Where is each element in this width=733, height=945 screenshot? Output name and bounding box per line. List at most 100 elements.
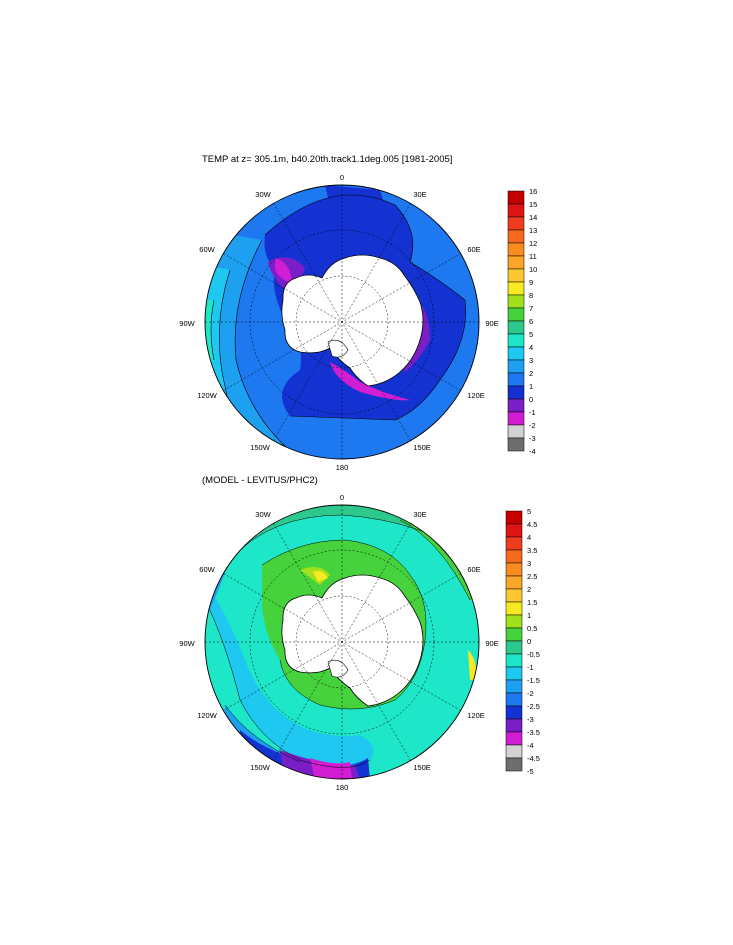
colorbar-tick-label: -3.5 [527, 728, 540, 737]
colorbar-tick-label: 9 [529, 278, 533, 287]
panel-title-difference: (MODEL - LEVITUS/PHC2) [202, 475, 318, 486]
colorbar-swatch [505, 757, 523, 772]
colorbar-swatch [505, 575, 523, 590]
colorbar-swatch [505, 666, 523, 681]
colorbar-swatch [507, 203, 525, 218]
colorbar-tick-label: -0.5 [527, 650, 540, 659]
colorbar-swatch [507, 359, 525, 374]
colorbar-swatch [507, 307, 525, 322]
colorbar-tick-label: 3 [527, 559, 531, 568]
colorbar-tick-label: 13 [529, 226, 537, 235]
colorbar-tick-label: -1.5 [527, 676, 540, 685]
colorbar-tick-label: 0.5 [527, 624, 537, 633]
colorbar-tick-label: 2 [527, 585, 531, 594]
colorbar-tick-label: 2 [529, 369, 533, 378]
colorbar-swatch [507, 320, 525, 335]
colorbar-tick-label: 0 [529, 395, 533, 404]
colorbar-swatch [507, 372, 525, 387]
lon-label: 180 [336, 463, 349, 472]
lon-label: 120W [197, 391, 218, 400]
colorbar-tick-label: -2 [529, 421, 536, 430]
colorbar-tick-label: 11 [529, 252, 537, 261]
lon-label: 150W [250, 443, 271, 452]
colorbar-tick-label: 10 [529, 265, 537, 274]
colorbar-tick-label: 8 [529, 291, 533, 300]
lon-label: 150W [250, 763, 271, 772]
colorbar-swatch [507, 294, 525, 309]
colorbar-swatch [507, 190, 525, 205]
colorbar-swatch [505, 614, 523, 629]
lon-label: 60E [467, 245, 480, 254]
colorbar-tick-label: 16 [529, 187, 537, 196]
difference-field [205, 505, 479, 779]
lon-label: 30W [255, 510, 271, 519]
colorbar-tick-label: 14 [529, 213, 537, 222]
colorbar-tick-label: 1 [529, 382, 533, 391]
lon-label: 120E [467, 391, 485, 400]
colorbar-swatch [507, 229, 525, 244]
colorbar-swatch [507, 216, 525, 231]
colorbar-tick-label: -4 [527, 741, 534, 750]
lon-label: 0 [340, 493, 344, 502]
lon-label: 30E [413, 510, 426, 519]
colorbar-tick-label: 7 [529, 304, 533, 313]
colorbar-swatch [505, 627, 523, 642]
lon-label: 150E [413, 763, 431, 772]
colorbar-tick-label: 5 [527, 507, 531, 516]
lon-label: 60W [199, 565, 215, 574]
colorbar-tick-label: 4 [527, 533, 531, 542]
colorbar-tick-label: -3 [527, 715, 534, 724]
lon-label: 90W [179, 639, 195, 648]
colorbar-tick-label: -5 [527, 767, 534, 776]
lon-label: 90E [485, 319, 498, 328]
colorbar-tick-label: 1 [527, 611, 531, 620]
colorbar-swatch [505, 523, 523, 538]
temperature-field [205, 185, 479, 459]
colorbar-swatch [507, 411, 525, 426]
colorbar-tick-label: 12 [529, 239, 537, 248]
polar-map-difference: 0 30E 60E 90E 120E 150E 180 150W 120W 90… [179, 493, 540, 792]
colorbar-swatch [507, 333, 525, 348]
colorbar-tick-label: 3 [529, 356, 533, 365]
colorbar-swatch [507, 255, 525, 270]
lon-label: 90E [485, 639, 498, 648]
longitude-labels-top: 0 30E 60E 90E 120E 150E 180 150W 120W 90… [179, 173, 498, 472]
lon-label: 150E [413, 443, 431, 452]
colorbar-tick-label: 3.5 [527, 546, 537, 555]
lon-label: 60E [467, 565, 480, 574]
colorbar-tick-label: -2.5 [527, 702, 540, 711]
colorbar-tick-label: -3 [529, 434, 536, 443]
panel-title-temperature: TEMP at z= 305.1m, b40.20th.track1.1deg.… [202, 154, 453, 165]
colorbar-tick-label: -2 [527, 689, 534, 698]
colorbar-swatch [505, 705, 523, 720]
colorbar-tick-label: -4 [529, 447, 536, 456]
colorbar-tick-label: -1 [529, 408, 536, 417]
polar-map-temperature: 0 30E 60E 90E 120E 150E 180 150W 120W 9 0… [179, 173, 537, 472]
colorbar-tick-label: 2.5 [527, 572, 537, 581]
colorbar-swatch [507, 424, 525, 439]
colorbar-difference: 5 4.5 4 3.5 3 2.5 2 1.5 1 0.5 0 -0.5 -1 -1.5 -2 -2.5 -3 -… [505, 507, 540, 776]
colorbar-tick-label: 1.5 [527, 598, 537, 607]
lon-label: 0 [340, 173, 344, 182]
colorbar-tick-label: 0 [527, 637, 531, 646]
colorbar-swatch [507, 281, 525, 296]
colorbar-tick-label: -1 [527, 663, 534, 672]
colorbar-swatch [507, 346, 525, 361]
lon-label: 30E [413, 190, 426, 199]
colorbar-swatch [507, 268, 525, 283]
lon-label: 60W [199, 245, 215, 254]
lon-label: 120W [197, 711, 218, 720]
longitude-labels-bottom: 0 30E 60E 90E 120E 150E 180 150W 120W 90… [179, 493, 498, 792]
colorbar-swatch [505, 562, 523, 577]
colorbar-swatch [507, 242, 525, 257]
colorbar-swatch [505, 731, 523, 746]
map-boundary [204, 184, 480, 460]
colorbar-swatch [505, 718, 523, 733]
colorbar-swatch [505, 692, 523, 707]
colorbar-swatch [505, 744, 523, 759]
colorbar-swatch [507, 385, 525, 400]
colorbar-swatch [505, 588, 523, 603]
colorbar-tick-label: 6 [529, 317, 533, 326]
